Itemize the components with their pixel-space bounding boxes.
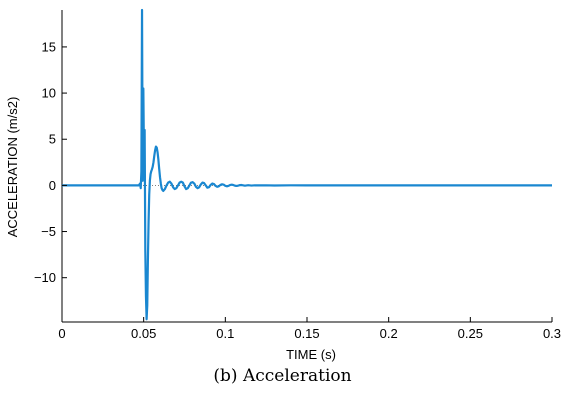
y-tick-label: −5 [41, 224, 56, 239]
x-tick-label: 0.2 [380, 326, 398, 341]
x-tick-label: 0.15 [294, 326, 319, 341]
y-tick-label: 15 [42, 39, 56, 54]
x-tick-label: 0.25 [458, 326, 483, 341]
x-tick-label: 0.1 [216, 326, 234, 341]
x-tick-label: 0 [58, 326, 65, 341]
x-axis-label: TIME (s) [286, 347, 336, 362]
x-axis-ticks: 0 0.05 0.1 0.15 0.2 0.25 0.3 [58, 317, 561, 341]
y-tick-label: 0 [49, 178, 56, 193]
y-axis-ticks: −10 −5 0 5 10 15 [34, 39, 67, 285]
y-axis-label: ACCELERATION (m/s2) [5, 97, 20, 238]
x-tick-label: 0.3 [543, 326, 561, 341]
x-tick-label: 0.05 [131, 326, 156, 341]
y-tick-label: 10 [42, 86, 56, 101]
figure-caption: (b) Acceleration [213, 366, 352, 386]
acceleration-series-line [62, 8, 552, 321]
y-tick-label: 5 [49, 132, 56, 147]
plot-area [61, 8, 552, 323]
y-tick-label: −10 [34, 270, 56, 285]
